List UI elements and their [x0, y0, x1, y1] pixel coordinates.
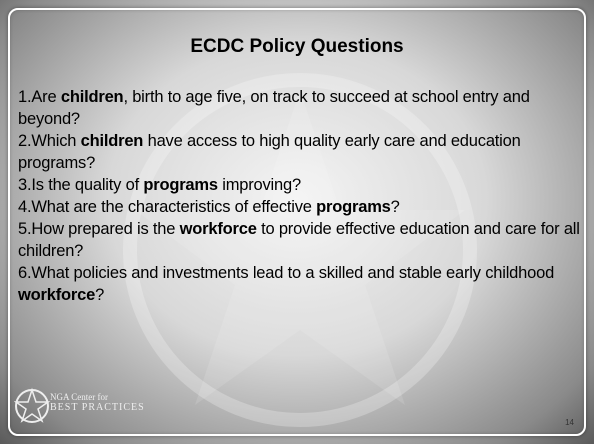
logo-text: NGA Center for BEST PRACTICES	[50, 392, 145, 413]
logo-line: NGA Center for	[50, 392, 108, 402]
question-list: 1.Are children, birth to age five, on tr…	[18, 86, 580, 306]
question: 3.Is the quality of programs improving?	[18, 174, 580, 196]
bold-text: children	[60, 88, 124, 106]
page-number: 14	[565, 418, 574, 427]
logo-star	[14, 387, 51, 423]
logo-line: BEST PRACTICES	[50, 402, 145, 413]
question-number: 6.	[18, 264, 32, 282]
question: 5.How prepared is the workforce to provi…	[18, 218, 580, 262]
slide-title: ECDC Policy Questions	[190, 36, 404, 57]
question-number: 2.	[18, 132, 32, 150]
question-number: 5.	[18, 220, 32, 238]
text: Are	[31, 88, 61, 106]
text: to provide effective education and care …	[18, 220, 580, 260]
text: ?	[390, 198, 400, 216]
bold-text: workforce	[18, 286, 96, 304]
question: 4.What are the characteristics of effect…	[18, 196, 580, 218]
text: ?	[95, 286, 105, 304]
text: , birth to age five, on track to succeed…	[18, 88, 530, 128]
question-number: 4.	[18, 198, 32, 216]
text: What policies and investments lead to a …	[31, 264, 555, 282]
text: Is the quality of	[31, 176, 144, 194]
bold-text: programs	[143, 176, 218, 194]
bold-text: children	[80, 132, 144, 150]
text: How prepared is the	[31, 220, 180, 238]
text: Which	[31, 132, 81, 150]
bold-text: workforce	[179, 220, 257, 238]
question: 1.Are children, birth to age five, on tr…	[18, 86, 580, 130]
question: 6.What policies and investments lead to …	[18, 262, 580, 306]
question-number: 1.	[18, 88, 32, 106]
question: 2.Which children have access to high qua…	[18, 130, 580, 174]
question-number: 3.	[18, 176, 32, 194]
slide-frame	[8, 8, 586, 436]
text: What are the characteristics of effectiv…	[31, 198, 317, 216]
text: improving?	[217, 176, 301, 194]
text: have access to high quality early care a…	[18, 132, 521, 172]
bold-text: programs	[316, 198, 391, 216]
